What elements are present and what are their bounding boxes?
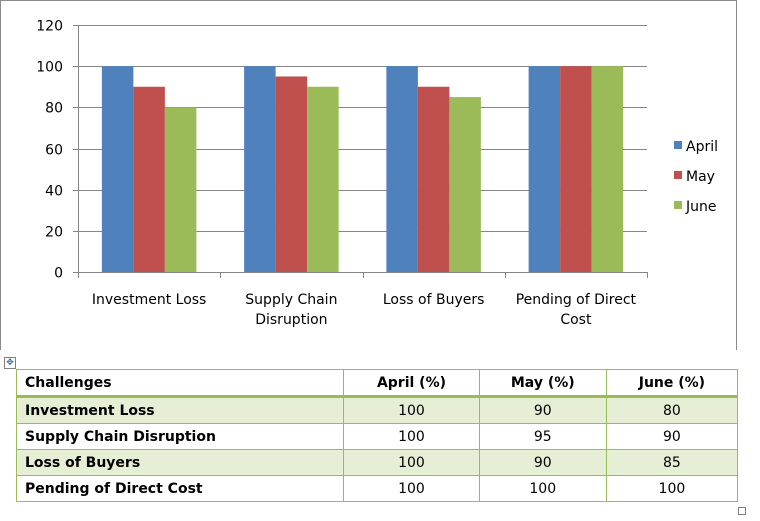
table-header-challenges: Challenges	[15, 369, 345, 398]
table-row: Pending of Direct Cost 100 100 100	[15, 475, 739, 502]
bar	[386, 66, 418, 273]
resize-handle-icon[interactable]	[738, 507, 746, 515]
table-row: Loss of Buyers 100 90 85	[15, 449, 739, 476]
table-cell: 85	[605, 449, 739, 476]
y-tick-label: 100	[36, 60, 63, 76]
bar	[449, 97, 481, 273]
legend-label: April	[686, 139, 718, 155]
table-header-row: Challenges April (%) May (%) June (%)	[15, 369, 739, 398]
y-tick-label: 80	[45, 101, 63, 117]
legend-label: May	[686, 169, 715, 185]
bar-chart: 0 20 40 60 80 100 120 Investment Loss Supply Cha…	[0, 0, 737, 350]
legend-swatch	[674, 201, 682, 209]
table-cell: 90	[478, 396, 607, 424]
chart-border	[0, 0, 737, 350]
table-cell: 95	[478, 423, 607, 450]
y-tick-label: 60	[45, 143, 63, 159]
table-cell: 100	[343, 396, 480, 424]
table-cell: 100	[343, 449, 480, 476]
x-tick-label: Investment Loss	[92, 292, 206, 308]
legend-swatch	[674, 171, 682, 179]
table-cell: Supply Chain Disruption	[15, 423, 345, 450]
x-tick-label: Cost	[560, 312, 592, 328]
table-row: Supply Chain Disruption 100 95 90	[15, 423, 739, 450]
bar	[307, 86, 339, 272]
table-cell: Pending of Direct Cost	[15, 475, 345, 502]
table-cell: Loss of Buyers	[15, 449, 345, 476]
bar	[164, 107, 197, 272]
table-cell: 100	[605, 475, 739, 502]
legend-label: June	[685, 199, 717, 215]
bar	[275, 76, 308, 272]
table-cell: Investment Loss	[15, 396, 345, 424]
table-cell: 100	[343, 423, 480, 450]
x-tick-label: Loss of Buyers	[383, 292, 485, 308]
data-table: Challenges April (%) May (%) June (%) In…	[15, 369, 739, 502]
chart-area: 0 20 40 60 80 100 120 Investment Loss Supply Cha…	[0, 0, 737, 350]
y-tick-label: 20	[45, 225, 63, 241]
table-cell: 90	[478, 449, 607, 476]
x-tick-label: Pending of Direct	[516, 292, 637, 308]
y-tick-label: 40	[45, 184, 63, 200]
table-cell: 90	[605, 423, 739, 450]
move-icon[interactable]: ✥	[4, 357, 16, 369]
bar	[417, 86, 450, 272]
table-row: Investment Loss 100 90 80	[15, 396, 739, 424]
bar	[528, 66, 561, 273]
x-tick-label: Disruption	[255, 312, 327, 328]
table-header-april: April (%)	[343, 369, 480, 398]
y-tick-label: 120	[36, 19, 63, 35]
table-cell: 100	[343, 475, 480, 502]
bar	[133, 86, 165, 272]
table-cell: 80	[605, 396, 739, 424]
table-header-june: June (%)	[605, 369, 739, 398]
bar	[244, 66, 276, 273]
bar	[101, 66, 134, 273]
legend-swatch	[674, 141, 682, 149]
x-tick-label: Supply Chain	[245, 292, 337, 308]
y-tick-label: 0	[54, 266, 63, 282]
table-cell: 100	[478, 475, 607, 502]
bar	[560, 66, 592, 273]
bar	[591, 66, 624, 273]
table-header-may: May (%)	[478, 369, 607, 398]
